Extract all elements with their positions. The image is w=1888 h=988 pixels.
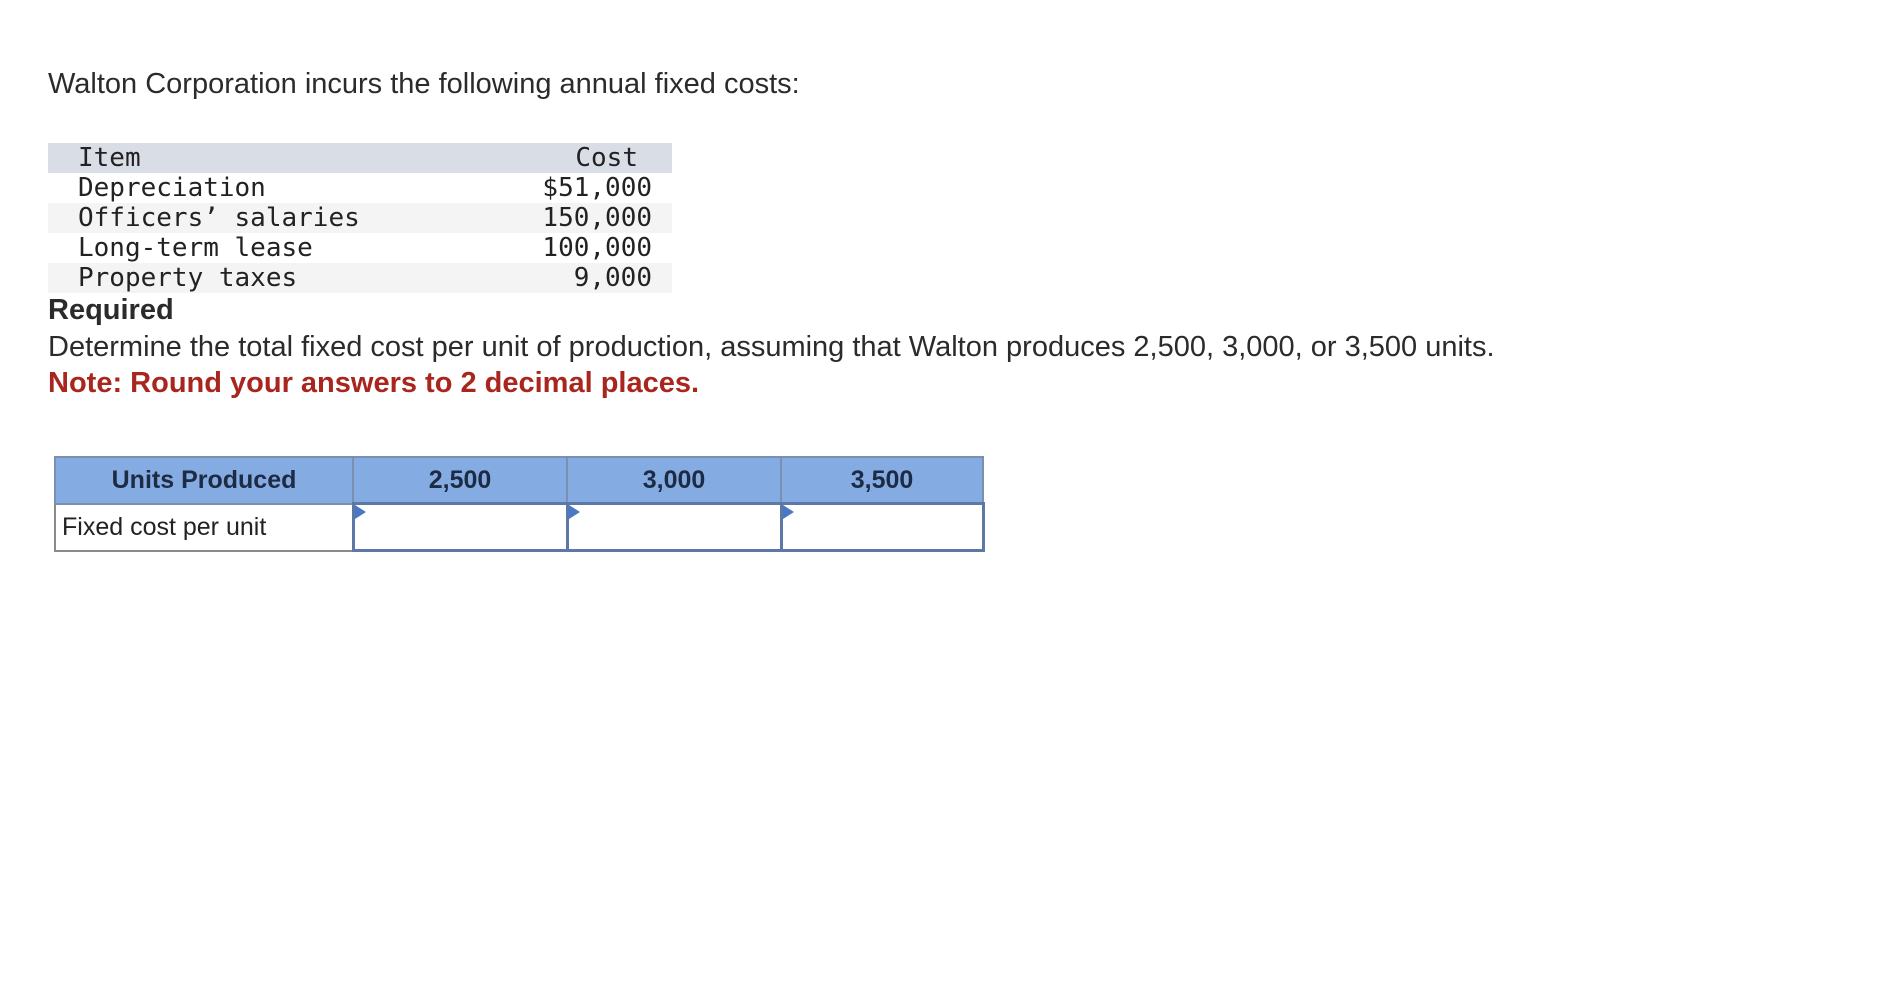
input-indicator-icon	[354, 505, 366, 519]
units-produced-header: Units Produced	[54, 456, 354, 505]
units-column-header: 2,500	[352, 456, 568, 505]
fixed-costs-table: Item Cost Depreciation $51,000 Officers’…	[48, 143, 672, 293]
table-row: Property taxes 9,000	[48, 263, 672, 293]
required-heading: Required	[48, 294, 174, 326]
fixed-cost-input-3500[interactable]	[782, 505, 982, 549]
cost-item-label: Officers’ salaries	[78, 203, 360, 233]
cost-item-value: $51,000	[542, 173, 652, 203]
input-indicator-icon	[782, 505, 794, 519]
cost-table-header-row: Item Cost	[48, 143, 672, 173]
instruction-text: Determine the total fixed cost per unit …	[48, 331, 1495, 363]
rounding-note: Note: Round your answers to 2 decimal pl…	[48, 367, 700, 399]
table-row: Depreciation $51,000	[48, 173, 672, 203]
answer-header-row: Units Produced 2,500 3,000 3,500	[54, 456, 984, 505]
intro-text: Walton Corporation incurs the following …	[48, 68, 800, 100]
cost-item-value: 100,000	[542, 233, 652, 263]
answer-cell-3000	[565, 502, 783, 552]
table-row: Long-term lease 100,000	[48, 233, 672, 263]
answer-cell-3500	[779, 502, 985, 552]
cost-table-header-cost: Cost	[575, 143, 638, 173]
cost-item-label: Long-term lease	[78, 233, 313, 263]
cost-item-label: Depreciation	[78, 173, 266, 203]
answer-table: Units Produced 2,500 3,000 3,500 Fixed c…	[54, 456, 985, 552]
cost-item-label: Property taxes	[78, 263, 298, 293]
cost-table-header-item: Item	[78, 143, 141, 173]
cost-item-value: 9,000	[573, 263, 652, 293]
cost-item-value: 150,000	[542, 203, 652, 233]
answer-cell-2500	[351, 502, 569, 552]
fixed-cost-per-unit-label: Fixed cost per unit	[54, 502, 354, 552]
fixed-cost-input-2500[interactable]	[354, 505, 566, 549]
units-column-header: 3,500	[780, 456, 984, 505]
table-row: Officers’ salaries 150,000	[48, 203, 672, 233]
input-indicator-icon	[568, 505, 580, 519]
units-column-header: 3,000	[566, 456, 782, 505]
fixed-cost-input-3000[interactable]	[568, 505, 780, 549]
answer-row: Fixed cost per unit	[54, 502, 985, 552]
